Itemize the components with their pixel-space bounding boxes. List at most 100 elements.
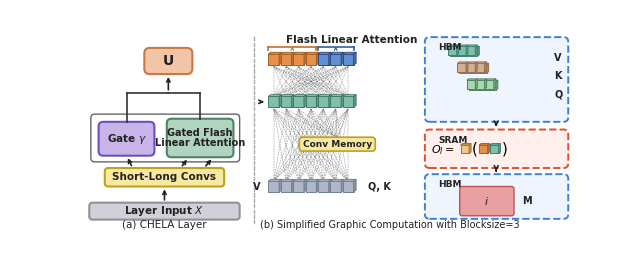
Polygon shape	[305, 96, 316, 107]
Polygon shape	[330, 95, 344, 96]
Polygon shape	[476, 79, 477, 89]
Polygon shape	[293, 52, 307, 54]
Polygon shape	[343, 54, 353, 65]
Polygon shape	[460, 46, 470, 48]
Polygon shape	[450, 48, 459, 56]
Polygon shape	[268, 95, 282, 96]
Polygon shape	[476, 79, 486, 80]
Polygon shape	[343, 179, 356, 181]
Polygon shape	[460, 63, 470, 65]
Polygon shape	[318, 52, 332, 54]
Polygon shape	[293, 96, 304, 107]
Polygon shape	[485, 80, 494, 89]
Polygon shape	[293, 54, 304, 65]
Polygon shape	[343, 181, 353, 192]
Polygon shape	[478, 65, 486, 73]
Polygon shape	[467, 45, 477, 46]
Polygon shape	[330, 96, 341, 107]
FancyBboxPatch shape	[90, 203, 239, 220]
Text: HBM: HBM	[438, 180, 461, 189]
Polygon shape	[467, 46, 476, 55]
Polygon shape	[458, 63, 466, 72]
Polygon shape	[476, 62, 486, 63]
Polygon shape	[318, 96, 329, 107]
Polygon shape	[279, 179, 282, 192]
Polygon shape	[460, 48, 468, 56]
Polygon shape	[488, 143, 490, 154]
Text: $i$: $i$	[484, 195, 490, 207]
Polygon shape	[478, 82, 486, 90]
Polygon shape	[268, 96, 279, 107]
Polygon shape	[318, 179, 332, 181]
Polygon shape	[468, 82, 477, 90]
Polygon shape	[477, 46, 479, 56]
Polygon shape	[268, 52, 282, 54]
Text: Conv Memory: Conv Memory	[303, 140, 372, 149]
Text: Gated Flash: Gated Flash	[168, 128, 233, 138]
Polygon shape	[476, 62, 477, 72]
Text: $O_l=$: $O_l=$	[431, 143, 454, 157]
Polygon shape	[460, 65, 468, 73]
Polygon shape	[279, 95, 282, 107]
Polygon shape	[329, 52, 332, 65]
Text: Flash Linear Attention: Flash Linear Attention	[285, 35, 417, 45]
Text: (b) Simplified Graphic Computation with Blocksize=3: (b) Simplified Graphic Computation with …	[260, 220, 520, 230]
Polygon shape	[316, 52, 319, 65]
Polygon shape	[305, 54, 316, 65]
Text: ): )	[502, 141, 508, 156]
Polygon shape	[292, 52, 294, 65]
Text: V: V	[554, 53, 562, 63]
Polygon shape	[353, 52, 356, 65]
Polygon shape	[458, 62, 468, 63]
Polygon shape	[468, 46, 470, 56]
Polygon shape	[343, 96, 353, 107]
Polygon shape	[499, 143, 500, 154]
Polygon shape	[468, 63, 470, 73]
Polygon shape	[461, 143, 471, 145]
Polygon shape	[330, 52, 344, 54]
Text: SRAM: SRAM	[438, 136, 467, 145]
Polygon shape	[466, 45, 468, 55]
Polygon shape	[341, 179, 344, 192]
FancyBboxPatch shape	[460, 187, 514, 216]
Polygon shape	[487, 82, 496, 90]
Polygon shape	[468, 63, 479, 65]
Polygon shape	[450, 46, 461, 48]
Polygon shape	[268, 179, 282, 181]
Polygon shape	[458, 45, 468, 46]
Polygon shape	[484, 79, 486, 89]
Polygon shape	[479, 145, 488, 154]
Polygon shape	[467, 63, 476, 72]
FancyBboxPatch shape	[425, 130, 568, 168]
Polygon shape	[305, 181, 316, 192]
FancyBboxPatch shape	[300, 137, 375, 151]
Polygon shape	[448, 45, 459, 46]
Text: (a) CHELA Layer: (a) CHELA Layer	[122, 220, 207, 230]
Text: M: M	[522, 196, 532, 206]
Polygon shape	[305, 179, 319, 181]
Polygon shape	[459, 46, 461, 56]
Text: U: U	[163, 54, 174, 68]
Polygon shape	[318, 181, 329, 192]
Polygon shape	[281, 96, 292, 107]
FancyBboxPatch shape	[425, 174, 568, 219]
Polygon shape	[478, 63, 488, 65]
FancyBboxPatch shape	[425, 37, 568, 122]
Polygon shape	[490, 143, 500, 145]
Polygon shape	[484, 62, 486, 72]
Polygon shape	[494, 79, 496, 89]
Text: V: V	[253, 181, 260, 191]
Text: Q: Q	[554, 89, 563, 99]
Polygon shape	[468, 80, 479, 82]
Text: (: (	[472, 141, 477, 156]
FancyBboxPatch shape	[145, 48, 193, 74]
Text: Short-Long Convs: Short-Long Convs	[113, 172, 216, 182]
Polygon shape	[476, 80, 484, 89]
Polygon shape	[304, 95, 307, 107]
Polygon shape	[329, 179, 332, 192]
Polygon shape	[353, 179, 356, 192]
Polygon shape	[343, 95, 356, 96]
Text: Q, K: Q, K	[368, 181, 391, 191]
Polygon shape	[486, 80, 488, 90]
Polygon shape	[281, 54, 292, 65]
